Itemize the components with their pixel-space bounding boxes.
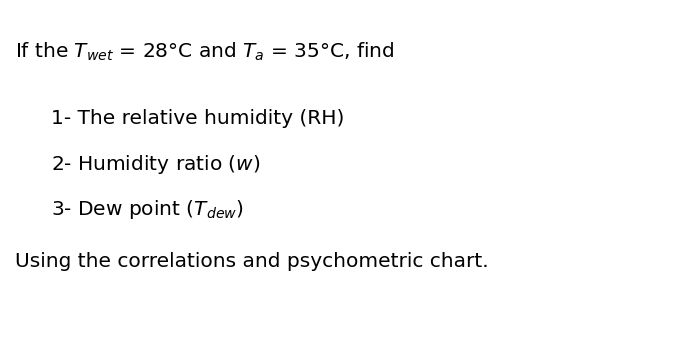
Text: 3- Dew point ($T_{dew}$): 3- Dew point ($T_{dew}$) (51, 198, 244, 221)
Text: If the $T_{wet}$ = 28°C and $T_{a}$ = 35°C, find: If the $T_{wet}$ = 28°C and $T_{a}$ = 35… (15, 41, 394, 63)
Text: Using the correlations and psychometric chart.: Using the correlations and psychometric … (15, 252, 489, 271)
Text: 2- Humidity ratio ($w$): 2- Humidity ratio ($w$) (51, 153, 260, 176)
Text: 1- The relative humidity (RH): 1- The relative humidity (RH) (51, 109, 344, 128)
